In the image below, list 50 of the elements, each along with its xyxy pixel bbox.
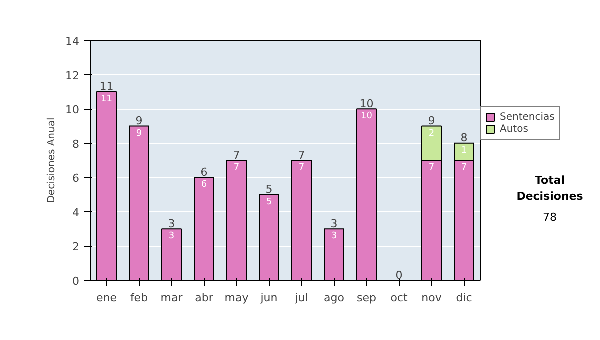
data-label: 5 bbox=[266, 197, 272, 208]
legend-label: Autos bbox=[500, 123, 528, 135]
total-label: 7 bbox=[233, 148, 240, 162]
y-tick-label: 2 bbox=[72, 240, 80, 254]
total-label: 3 bbox=[330, 217, 338, 230]
y-tick-label: 14 bbox=[66, 35, 80, 48]
y-tick-label: 8 bbox=[72, 138, 80, 151]
y-tick-label: 4 bbox=[72, 206, 80, 220]
x-tick-label: nov bbox=[422, 292, 442, 304]
x-tick-label: oct bbox=[390, 292, 408, 304]
y-tick-label: 12 bbox=[66, 69, 80, 82]
data-label: 11 bbox=[101, 94, 112, 104]
data-label: 9 bbox=[136, 128, 142, 139]
x-tick-label: jun bbox=[260, 292, 278, 304]
data-label: 7 bbox=[298, 163, 305, 174]
data-label: 7 bbox=[428, 163, 435, 174]
total-label: 10 bbox=[360, 97, 374, 110]
y-axis-title: Decisiones Anual bbox=[46, 118, 58, 204]
x-tick-label: ene bbox=[96, 292, 118, 304]
data-label: 1 bbox=[461, 146, 468, 156]
data-label: 3 bbox=[331, 232, 338, 242]
x-tick-label: jul bbox=[294, 292, 308, 304]
text: Total Decisiones bbox=[516, 173, 584, 204]
x-tick-label: may bbox=[224, 292, 250, 304]
data-label: 2 bbox=[428, 128, 435, 139]
data-label: 10 bbox=[361, 112, 373, 122]
x-tick-label: ago bbox=[324, 292, 345, 304]
legend-label: Sentencias bbox=[500, 111, 555, 123]
total-label: 7 bbox=[298, 148, 306, 162]
text: 0 bbox=[396, 268, 403, 282]
y-tick-label: 10 bbox=[66, 104, 80, 117]
total-label: 5 bbox=[266, 183, 273, 196]
total-label: 9 bbox=[136, 114, 143, 128]
y-tick-label: 6 bbox=[72, 172, 80, 186]
total-label: 6 bbox=[200, 166, 208, 179]
total-label: 11 bbox=[100, 80, 114, 94]
data-label: 7 bbox=[234, 163, 240, 174]
total-label: 9 bbox=[428, 114, 436, 128]
text: 78 bbox=[542, 210, 558, 226]
total-label: 8 bbox=[460, 132, 468, 145]
data-label: 3 bbox=[168, 232, 175, 242]
x-tick-label: feb bbox=[130, 292, 148, 304]
x-tick-label: mar bbox=[160, 292, 184, 304]
x-tick-label: dic bbox=[456, 292, 472, 304]
data-label: 7 bbox=[461, 163, 468, 174]
x-tick-label: sep bbox=[357, 292, 377, 304]
x-tick-label: abr bbox=[195, 292, 214, 304]
y-tick-label: 0 bbox=[72, 275, 80, 288]
data-label: 6 bbox=[201, 180, 208, 190]
total-label: 3 bbox=[168, 217, 176, 230]
